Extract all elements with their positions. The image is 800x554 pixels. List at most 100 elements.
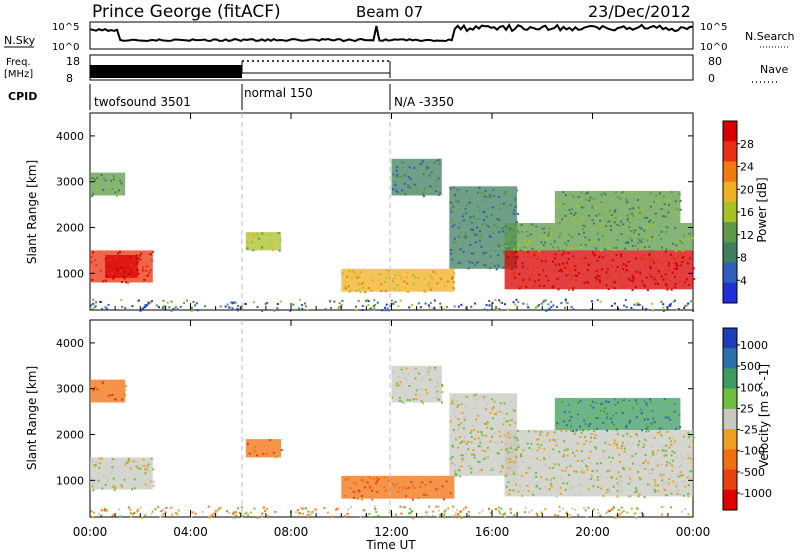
power-echo-speck xyxy=(501,207,504,210)
power-echo-speck xyxy=(662,206,665,209)
velocity-echo-speck xyxy=(637,471,640,473)
velocity-colorbar-swatch xyxy=(723,348,737,369)
velocity-echo-speck xyxy=(579,425,582,428)
velocity-echo-speck xyxy=(455,473,458,476)
power-scatter-speck xyxy=(361,309,364,311)
freq-label-2: [MHz] xyxy=(4,69,33,80)
velocity-echo-speck xyxy=(579,483,582,486)
power-echo-speck xyxy=(599,219,602,222)
power-echo-speck xyxy=(469,220,472,223)
power-echo-speck xyxy=(102,177,105,180)
velocity-scatter-speck xyxy=(145,513,147,516)
power-scatter-speck xyxy=(170,309,173,312)
velocity-echo-speck xyxy=(465,443,468,446)
velocity-echo-speck xyxy=(569,487,572,490)
velocity-echo-speck xyxy=(436,487,439,490)
velocity-echo-speck xyxy=(107,395,110,398)
velocity-echo-speck xyxy=(277,448,279,451)
velocity-echo-speck xyxy=(687,457,690,460)
power-echo-speck xyxy=(456,188,459,191)
power-echo-speck xyxy=(616,224,619,226)
velocity-scatter-speck xyxy=(241,515,243,518)
velocity-echo-speck xyxy=(535,482,538,485)
power-echo-speck xyxy=(476,226,479,229)
power-echo-speck xyxy=(531,223,534,226)
power-echo-speck xyxy=(279,239,282,241)
power-scatter-speck xyxy=(372,305,375,307)
velocity-echo-speck xyxy=(669,462,671,465)
velocity-scatter-speck xyxy=(497,506,500,509)
power-scatter-speck xyxy=(515,298,518,301)
power-scatter-speck xyxy=(563,306,566,309)
velocity-echo-speck xyxy=(130,468,133,471)
power-echo-speck xyxy=(143,278,146,281)
velocity-echo-speck xyxy=(561,400,563,403)
power-scatter-speck xyxy=(535,306,538,309)
velocity-echo-speck xyxy=(546,434,549,437)
power-scatter-speck xyxy=(465,307,468,310)
velocity-scatter-speck xyxy=(237,507,240,510)
power-echo-speck xyxy=(604,248,607,251)
velocity-echo-speck xyxy=(559,486,562,489)
power-echo-speck xyxy=(431,278,434,281)
power-scatter-speck xyxy=(149,301,152,304)
power-echo-speck xyxy=(120,182,123,185)
power-echo-speck xyxy=(422,160,425,163)
power-echo-speck xyxy=(570,278,573,281)
velocity-echo-speck xyxy=(671,450,674,453)
power-echo-speck xyxy=(476,233,479,236)
velocity-echo-speck xyxy=(489,440,492,443)
power-echo-speck xyxy=(586,269,589,272)
power-echo-speck xyxy=(594,246,597,249)
velocity-scatter-speck xyxy=(504,516,507,519)
velocity-echo-speck xyxy=(393,485,396,488)
velocity-scatter-speck xyxy=(454,514,457,517)
velocity-echo-speck xyxy=(124,394,127,397)
power-echo-speck xyxy=(643,229,646,232)
velocity-echo-speck xyxy=(642,461,645,464)
power-echo-speck xyxy=(450,210,453,213)
velocity-echo-region xyxy=(341,475,455,499)
velocity-echo-speck xyxy=(543,456,545,459)
power-echo-speck xyxy=(599,254,602,257)
velocity-scatter-speck xyxy=(597,512,600,514)
velocity-colorbar-swatch xyxy=(723,408,737,430)
velocity-scatter-speck xyxy=(177,509,180,512)
power-colorbar-swatch xyxy=(723,222,737,243)
velocity-echo-speck xyxy=(112,477,115,480)
power-echo-speck xyxy=(483,191,486,194)
velocity-echo-speck xyxy=(680,464,683,467)
power-echo-speck xyxy=(467,201,470,204)
velocity-echo-speck xyxy=(478,461,481,464)
power-echo-speck xyxy=(358,276,361,279)
power-echo-speck xyxy=(438,158,441,161)
power-scatter-speck xyxy=(155,304,158,307)
power-echo-speck xyxy=(478,210,481,213)
velocity-echo-speck xyxy=(663,451,666,454)
power-echo-speck xyxy=(506,255,509,258)
power-scatter-speck xyxy=(292,303,295,306)
velocity-echo-speck xyxy=(671,437,674,440)
velocity-echo-speck xyxy=(452,411,455,414)
velocity-scatter-speck xyxy=(454,512,457,515)
velocity-echo-speck xyxy=(622,441,625,444)
power-echo-speck xyxy=(665,226,668,229)
velocity-echo-speck xyxy=(537,438,540,441)
velocity-echo-speck xyxy=(668,437,671,440)
power-echo-speck xyxy=(138,257,141,260)
velocity-echo-speck xyxy=(589,450,592,453)
velocity-echo-speck xyxy=(692,436,695,439)
velocity-echo-speck xyxy=(573,470,575,473)
velocity-echo-speck xyxy=(486,456,489,459)
power-echo-speck xyxy=(639,240,642,243)
velocity-echo-speck xyxy=(659,483,662,486)
power-echo-speck xyxy=(652,201,655,204)
power-echo-speck xyxy=(595,206,598,209)
power-echo-speck xyxy=(459,248,462,251)
power-scatter-speck xyxy=(264,302,267,305)
velocity-echo-speck xyxy=(510,400,513,403)
power-echo-speck xyxy=(555,219,558,222)
power-echo-speck xyxy=(484,195,487,198)
power-echo-speck xyxy=(584,256,587,259)
power-echo-speck xyxy=(355,275,358,278)
